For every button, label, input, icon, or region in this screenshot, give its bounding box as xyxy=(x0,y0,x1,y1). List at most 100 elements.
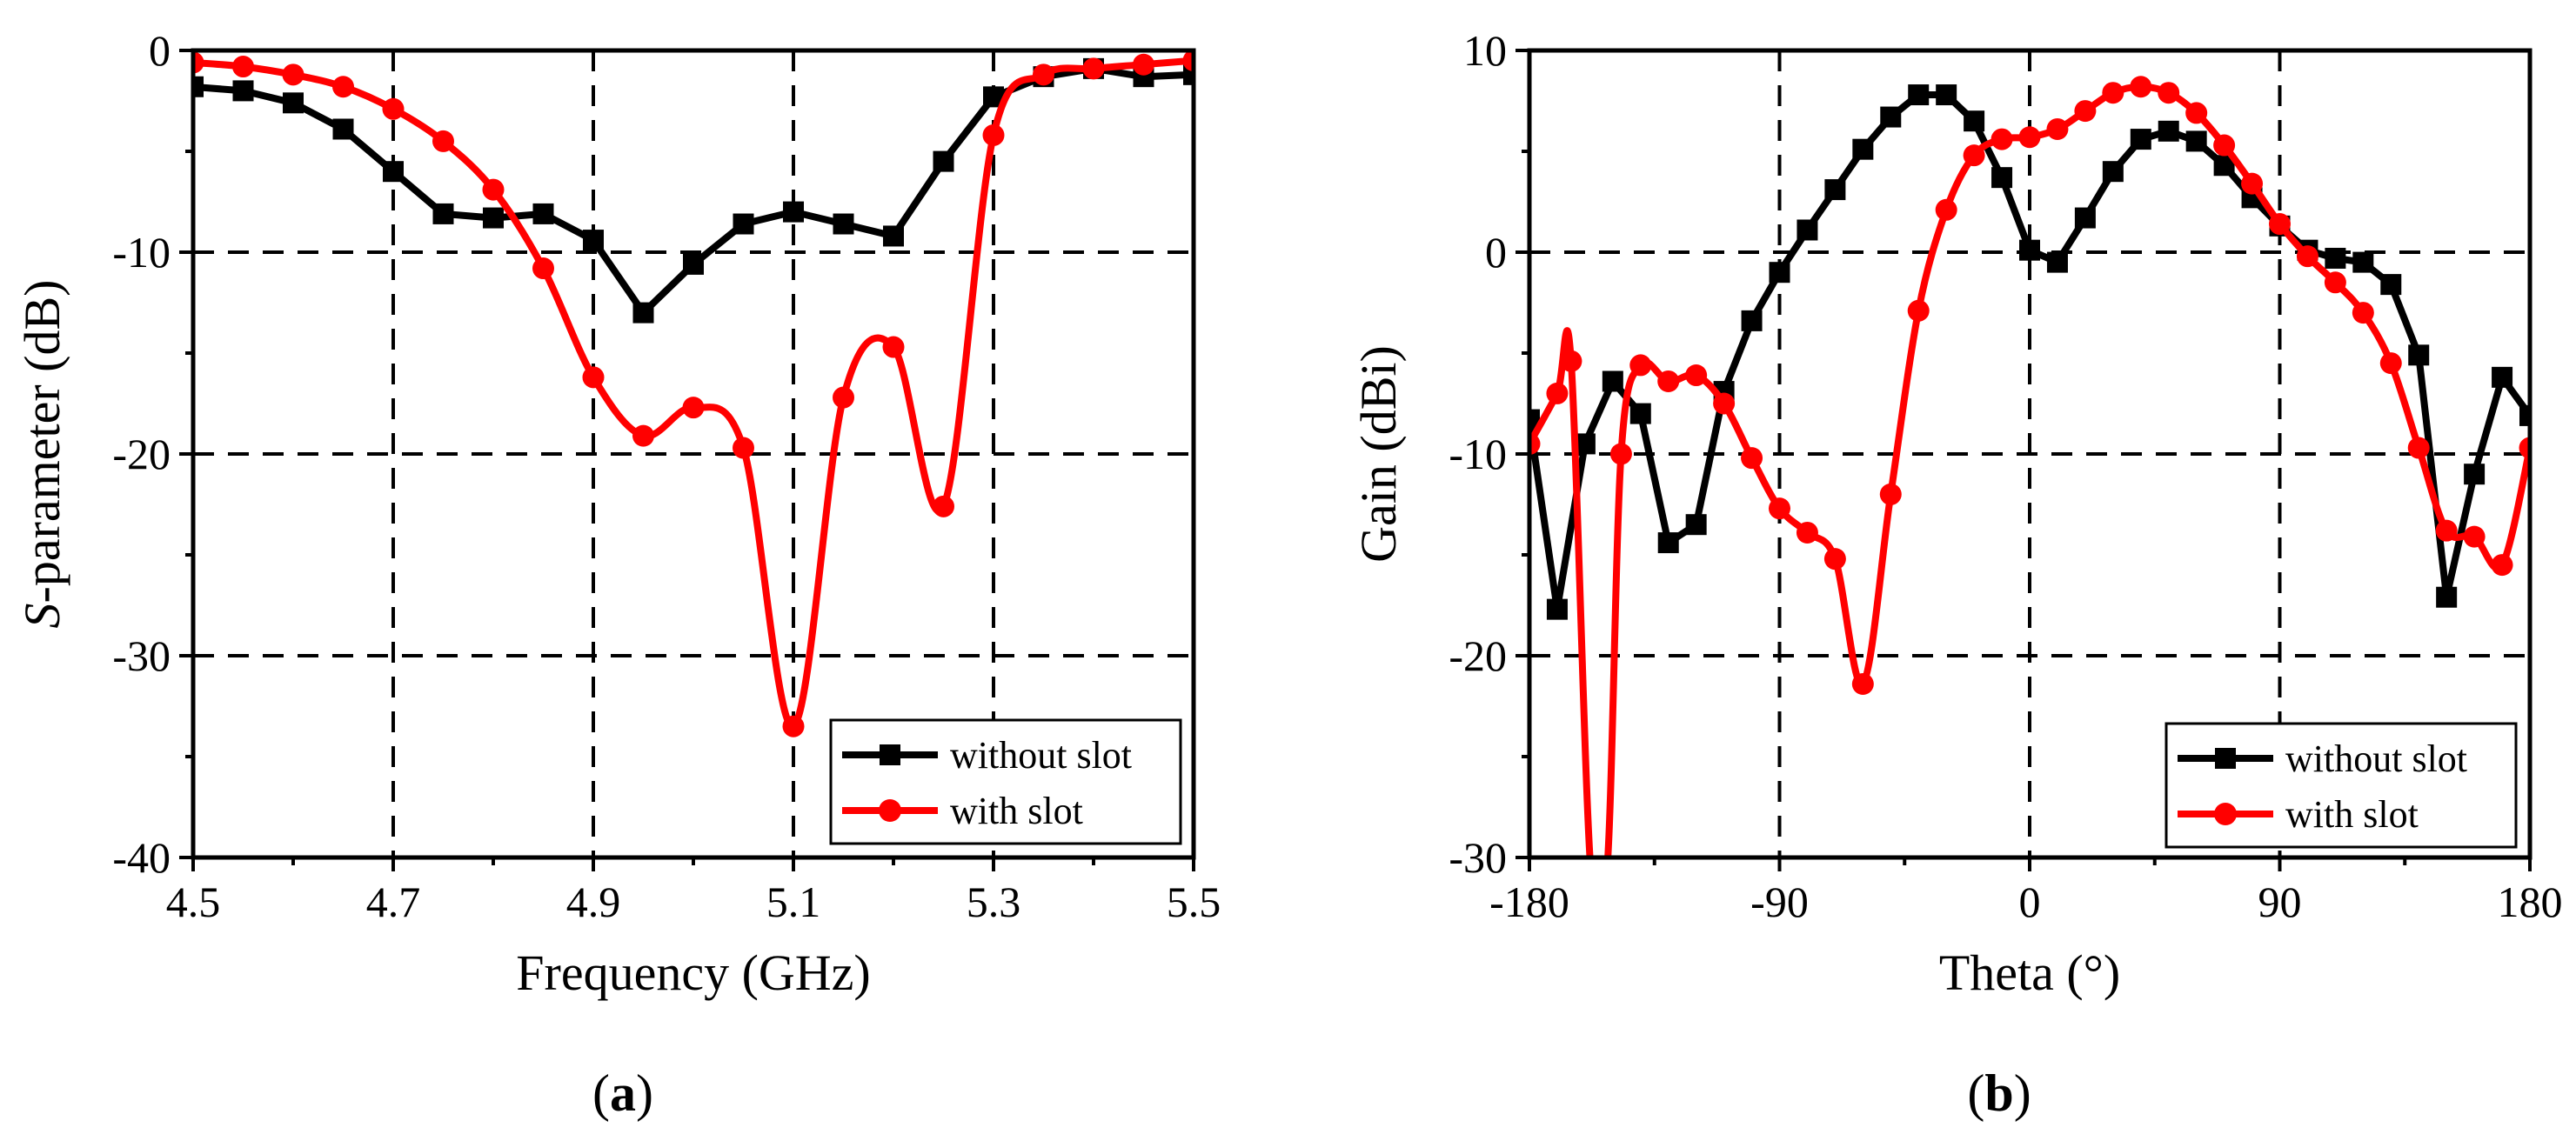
x-ticks-b: -180 -90 0 90 180 xyxy=(1489,857,2563,926)
y-ticks-a: -40 -30 -20 -10 0 xyxy=(112,26,193,882)
chart-panel-a: 4.5 4.7 4.9 5.1 5.3 5.5 -40 -30 -20 -10 0 Frequen… xyxy=(14,26,1221,1122)
data-point-without-slot xyxy=(1685,514,1707,536)
x-tick-label: 4.7 xyxy=(366,877,421,926)
data-point-with-slot xyxy=(1963,144,1985,167)
panel-label-a: (a) xyxy=(592,1064,653,1122)
data-point-with-slot xyxy=(2352,302,2374,324)
data-point-with-slot xyxy=(193,51,204,74)
data-point-without-slot xyxy=(432,203,454,224)
data-point-without-slot xyxy=(2130,129,2151,150)
series-group-a xyxy=(193,50,1194,737)
data-point-without-slot xyxy=(2325,247,2346,269)
x-tick-label: 5.3 xyxy=(967,877,1021,926)
y-tick-label: -20 xyxy=(1449,631,1507,680)
legend-label-with-slot-a: with slot xyxy=(950,790,1083,832)
data-point-with-slot xyxy=(1823,548,1846,570)
data-point-with-slot xyxy=(1629,354,1652,377)
data-point-with-slot xyxy=(1657,370,1680,392)
data-point-with-slot xyxy=(1133,53,1154,76)
legend-a: without slot with slot xyxy=(829,718,1182,845)
data-point-without-slot xyxy=(532,203,554,224)
data-point-with-slot xyxy=(1529,432,1541,455)
data-point-with-slot xyxy=(282,63,304,86)
data-point-with-slot xyxy=(2491,554,2513,577)
data-point-with-slot xyxy=(1769,497,1790,520)
data-point-with-slot xyxy=(1879,483,1902,505)
x-axis-label-b: Theta (°) xyxy=(1939,944,2120,1001)
panel-label-b: (b) xyxy=(1967,1064,2031,1122)
data-point-with-slot xyxy=(2296,245,2318,268)
data-point-without-slot xyxy=(1629,403,1651,424)
legend-box-a xyxy=(829,718,1182,845)
x-ticks-a: 4.5 4.7 4.9 5.1 5.3 5.5 xyxy=(166,857,1221,926)
y-tick-label: -10 xyxy=(112,228,171,277)
data-point-with-slot xyxy=(2185,102,2208,124)
y-tick-label: 0 xyxy=(1485,228,1507,277)
x-tick-label: 0 xyxy=(2019,877,2041,926)
data-point-without-slot xyxy=(2436,586,2458,608)
y-axis-label-a: S-parameter (dB) xyxy=(14,280,70,629)
data-point-without-slot xyxy=(483,207,504,229)
data-point-without-slot xyxy=(683,253,704,275)
data-point-with-slot xyxy=(2102,82,2124,104)
data-point-without-slot xyxy=(733,213,754,235)
data-point-with-slot xyxy=(2018,126,2041,149)
y-tick-label: -30 xyxy=(112,631,171,680)
data-point-without-slot xyxy=(1657,532,1679,554)
y-tick-label: -10 xyxy=(1449,430,1507,478)
data-point-without-slot xyxy=(1824,179,1846,201)
chart-panel-b: -180 -90 0 90 180 -30 -20 -10 0 10 Theta (°) Gai… xyxy=(1350,26,2563,1122)
data-point-with-slot xyxy=(2269,213,2291,236)
data-point-with-slot xyxy=(1033,63,1054,86)
data-point-without-slot xyxy=(1880,106,1902,128)
data-point-with-slot xyxy=(482,178,505,201)
data-point-with-slot xyxy=(2074,100,2097,123)
data-point-with-slot xyxy=(332,76,354,98)
data-point-without-slot xyxy=(833,213,854,235)
data-point-without-slot xyxy=(1741,310,1763,331)
data-point-without-slot xyxy=(933,150,954,172)
x-tick-label: 180 xyxy=(2498,877,2563,926)
data-point-without-slot xyxy=(632,302,654,324)
y-ticks-b: -30 -20 -10 0 10 xyxy=(1449,26,1529,882)
x-tick-label: 5.1 xyxy=(766,877,821,926)
data-point-with-slot xyxy=(1182,50,1194,72)
data-point-without-slot xyxy=(332,118,354,140)
data-point-without-slot xyxy=(2464,464,2486,485)
series-line-with-slot xyxy=(193,57,1194,731)
data-point-with-slot xyxy=(682,397,705,419)
data-point-with-slot xyxy=(2241,172,2264,195)
data-point-without-slot xyxy=(883,225,904,247)
x-axis-label-a: Frequency (GHz) xyxy=(516,944,870,1001)
data-point-without-slot xyxy=(1991,167,2013,189)
data-point-without-slot xyxy=(1546,598,1568,620)
data-point-with-slot xyxy=(833,386,854,409)
data-point-with-slot xyxy=(632,424,654,447)
data-point-without-slot xyxy=(2519,404,2530,426)
data-point-with-slot xyxy=(232,56,254,78)
data-point-with-slot xyxy=(1713,392,1736,415)
data-point-with-slot xyxy=(2435,519,2458,542)
data-point-with-slot xyxy=(2407,437,2430,459)
data-point-with-slot xyxy=(2379,352,2402,375)
data-point-without-slot xyxy=(2492,366,2513,388)
x-tick-label: 5.5 xyxy=(1167,877,1221,926)
data-point-without-slot xyxy=(2352,251,2374,273)
data-point-without-slot xyxy=(2074,207,2096,229)
data-point-without-slot xyxy=(283,92,304,114)
data-point-with-slot xyxy=(532,257,554,280)
x-tick-label: -90 xyxy=(1750,877,1809,926)
legend-marker-without-slot-a xyxy=(880,744,900,765)
y-axis-label-b: Gain (dBi) xyxy=(1350,345,1407,563)
series-group-b xyxy=(1529,76,2530,857)
x-tick-label: -180 xyxy=(1489,877,1569,926)
plot-frame-b xyxy=(1527,48,2533,860)
data-point-with-slot xyxy=(432,130,454,152)
legend-marker-with-slot-b xyxy=(2214,803,2237,825)
legend-marker-without-slot-b xyxy=(2215,748,2236,769)
legend-b: without slot with slot xyxy=(2165,722,2518,849)
data-point-without-slot xyxy=(2046,251,2068,273)
data-point-with-slot xyxy=(1560,350,1582,372)
data-point-without-slot xyxy=(1852,138,1874,160)
